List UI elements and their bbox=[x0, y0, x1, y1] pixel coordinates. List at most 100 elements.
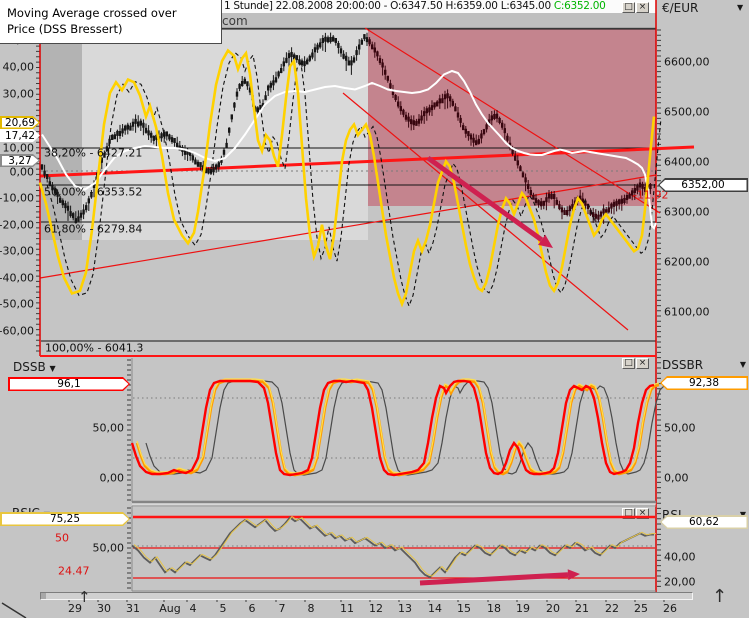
date-label: 25 bbox=[634, 602, 648, 615]
value-badge-text: 96,1 bbox=[57, 378, 81, 390]
dssb-label: DSSB bbox=[13, 360, 46, 374]
value-badge-text: 17,42 bbox=[4, 129, 36, 142]
chart-zone-highlight-pink bbox=[368, 28, 656, 206]
fib-level-label: 50,00% - 6353.52 bbox=[44, 185, 143, 199]
date-label: Aug bbox=[159, 602, 181, 615]
date-label: 20 bbox=[546, 602, 560, 615]
fib-level-label: 61,80% - 6279.84 bbox=[44, 222, 143, 236]
left-axis-label: -40,00 bbox=[0, 271, 34, 285]
chart-zone-light bbox=[82, 28, 368, 240]
red-level-label: 50 bbox=[55, 531, 69, 545]
scrollbar-stub[interactable] bbox=[41, 593, 46, 599]
dssbr-dropdown-icon[interactable]: ▼ bbox=[739, 360, 746, 369]
value-badge-text: 3,27 bbox=[8, 154, 32, 167]
rsi-close-button[interactable]: × bbox=[636, 508, 649, 519]
value-badge-text: 92,38 bbox=[688, 377, 720, 389]
date-label: 31 bbox=[126, 602, 140, 615]
value-badge: 96,1 bbox=[8, 377, 130, 391]
horizontal-scrollbar[interactable] bbox=[40, 592, 693, 600]
date-axis[interactable]: 29 30 31 Aug 4 5 6 7 8 11 12 13 14 15 18 19 20 21 22 25 26 bbox=[0, 602, 749, 618]
rsi-axis-label: 20,00 bbox=[664, 575, 696, 589]
oscillator-signal-dashed-line bbox=[46, 51, 662, 308]
date-label: 5 bbox=[219, 602, 227, 615]
date-label: 13 bbox=[398, 602, 412, 615]
value-badge: 92,38 bbox=[660, 376, 748, 390]
date-label: 12 bbox=[369, 602, 383, 615]
date-label: 19 bbox=[516, 602, 530, 615]
chart-ref-line bbox=[364, 27, 661, 214]
watermark-text: com bbox=[222, 14, 248, 28]
right-price-scale[interactable]: 6600,00 6500,00 6400,00 6300,00 6200,00 6100,… bbox=[664, 0, 749, 356]
left-price-scale[interactable]: 50,0040,0030,0010,000,00-10,00-20,00-30,… bbox=[0, 0, 34, 356]
value-badge-face bbox=[10, 379, 129, 390]
date-label: 7 bbox=[278, 602, 286, 615]
value-badge-face bbox=[2, 514, 129, 525]
axis-tick-marks bbox=[127, 359, 131, 501]
rsi-restore-button[interactable]: □ bbox=[622, 508, 635, 519]
value-badge: 3,27 bbox=[0, 154, 40, 167]
rsi-yellow-line bbox=[133, 515, 656, 577]
red-level-label: -11.92 bbox=[633, 188, 669, 202]
dssb-orange-line bbox=[135, 379, 660, 477]
symbol-dropdown-icon[interactable]: ▼ bbox=[737, 3, 744, 12]
oscillator-yellow-line bbox=[38, 48, 656, 308]
trend-arrow-head bbox=[567, 569, 580, 581]
red-level-label: 24.47 bbox=[58, 564, 90, 578]
alert-tooltip: Moving Average crossed over Price (DSS B… bbox=[0, 0, 222, 44]
left-axis-label: 10,00 bbox=[2, 141, 35, 155]
dssbr-axis-label: 50,00 bbox=[664, 421, 696, 435]
right-axis-label: 6400,00 bbox=[664, 155, 710, 169]
value-badge: 60,62 bbox=[660, 515, 748, 529]
left-axis-label: -60,00 bbox=[0, 324, 34, 338]
date-label: 26 bbox=[663, 602, 677, 615]
symbol-selector[interactable]: €/EUR bbox=[662, 1, 698, 15]
date-label: 21 bbox=[575, 602, 589, 615]
value-badge-text: 75,25 bbox=[49, 513, 81, 525]
dssb-yellow-line bbox=[136, 378, 660, 474]
dssbr-restore-button[interactable]: □ bbox=[622, 358, 635, 369]
left-axis-label: -10,00 bbox=[0, 191, 34, 205]
date-label: 29 bbox=[68, 602, 82, 615]
dssb-axis-label: 50,00 bbox=[92, 421, 125, 435]
symbol-label: €/EUR bbox=[662, 1, 699, 15]
left-axis-label: -30,00 bbox=[0, 244, 34, 258]
value-badge: 75,25 bbox=[0, 512, 130, 526]
rsi-axis-label: 40,00 bbox=[664, 550, 696, 564]
up-arrow-mark-left: ↑ bbox=[78, 588, 91, 606]
dssbr-label: DSSBR bbox=[662, 358, 704, 372]
rsi-dropdown-icon[interactable]: ▼ bbox=[739, 510, 746, 519]
date-label: 4 bbox=[189, 602, 197, 615]
fib-level-label: 38,20% - 6427.21 bbox=[44, 146, 143, 160]
right-axis-label: 6200,00 bbox=[664, 255, 710, 269]
value-badge: 17,42 bbox=[0, 129, 40, 142]
chart-ref-line bbox=[342, 92, 629, 331]
left-axis-label: 30,00 bbox=[2, 87, 35, 101]
left-axis-label: -20,00 bbox=[0, 218, 34, 232]
chart-title: 1 Stunde] 22.08.2008 20:00:00 - O:6347.5… bbox=[224, 0, 618, 13]
axis-tick-marks bbox=[127, 507, 131, 589]
dssb-indicator-menu[interactable]: DSSB ▼ bbox=[13, 360, 56, 374]
moving-average-white-line bbox=[41, 69, 657, 230]
chart-title-ohlc: 1 Stunde] 22.08.2008 20:00:00 - O:6347.5… bbox=[224, 0, 554, 12]
axis-tick-marks bbox=[657, 29, 661, 587]
dssbr-axis-label: 0,00 bbox=[664, 471, 689, 485]
date-label: 8 bbox=[307, 602, 315, 615]
date-label: 30 bbox=[97, 602, 111, 615]
date-label: 18 bbox=[487, 602, 501, 615]
restore-button[interactable]: □ bbox=[622, 2, 635, 13]
dssbr-indicator-menu[interactable]: DSSBR ▼ bbox=[662, 358, 746, 372]
date-label: 11 bbox=[340, 602, 354, 615]
alert-tooltip-line2: Price (DSS Bressert) bbox=[7, 22, 123, 36]
alert-tooltip-line1: Moving Average crossed over bbox=[7, 6, 177, 20]
chart-title-close: C:6352.00 bbox=[553, 0, 606, 12]
value-badge-face bbox=[659, 179, 747, 191]
dssbr-close-button[interactable]: × bbox=[636, 358, 649, 369]
value-badge-face bbox=[2, 131, 39, 141]
value-badge-face bbox=[2, 118, 39, 128]
dssb-dropdown-icon[interactable]: ▼ bbox=[49, 364, 56, 373]
close-button[interactable]: × bbox=[636, 2, 649, 13]
chart-ref-line bbox=[1, 602, 27, 618]
right-axis-label: 6100,00 bbox=[664, 305, 710, 319]
